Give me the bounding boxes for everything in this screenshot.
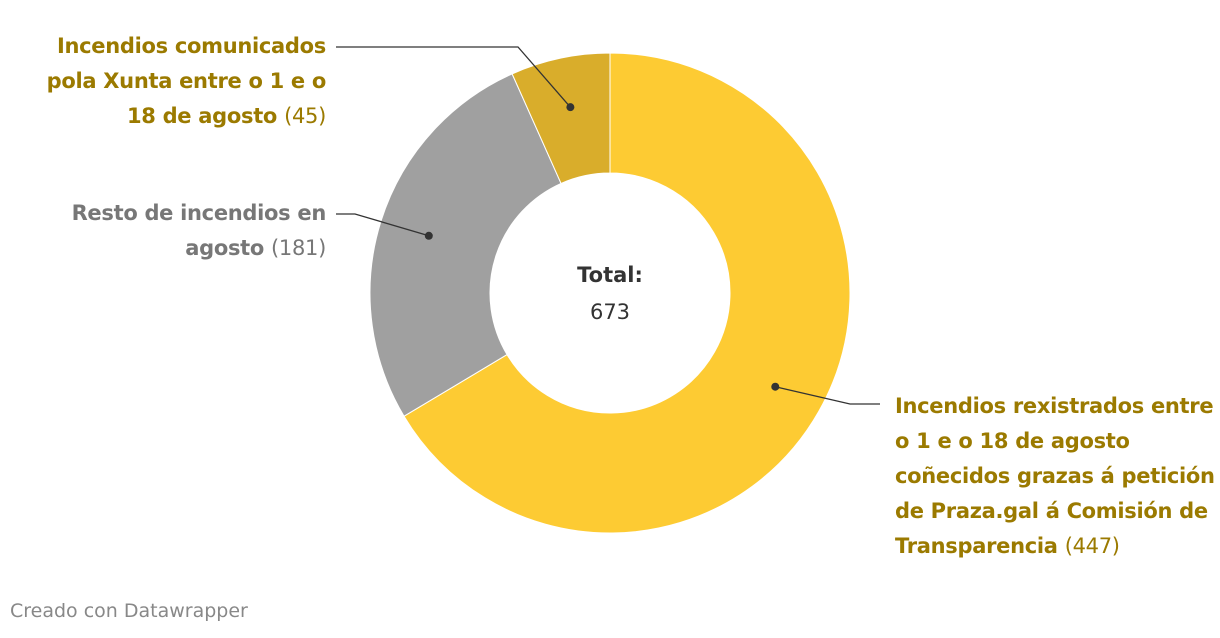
connector-line [336, 213, 429, 237]
value-label: (447) [1064, 534, 1120, 558]
legend-name: Incendios comunicados pola Xunta entre o… [46, 34, 327, 128]
value-label: (45) [284, 104, 326, 128]
connector-dot [566, 103, 575, 112]
center-label: Total: [577, 263, 643, 287]
slice-label: Incendios rexistrados entre o 1 e o 18 d… [895, 389, 1215, 564]
connector-dot [771, 382, 780, 391]
legend-name: Incendios rexistrados entre o 1 e o 18 d… [895, 394, 1215, 558]
legend-name: Resto de incendios en agosto [71, 201, 327, 260]
slice-label: Incendios comunicados pola Xunta entre o… [16, 29, 327, 134]
center-total: 673 [590, 300, 630, 324]
connector-line [336, 46, 571, 108]
connector-line [775, 386, 880, 405]
donut-slice [511, 52, 611, 185]
slice-label: Resto de incendios en agosto (181) [26, 196, 327, 266]
footer: Creado con Datawrapper [10, 600, 248, 622]
donut-slice [403, 52, 851, 534]
connector-dot [424, 231, 433, 240]
value-label: (181) [271, 236, 326, 260]
donut-slice [369, 73, 562, 417]
